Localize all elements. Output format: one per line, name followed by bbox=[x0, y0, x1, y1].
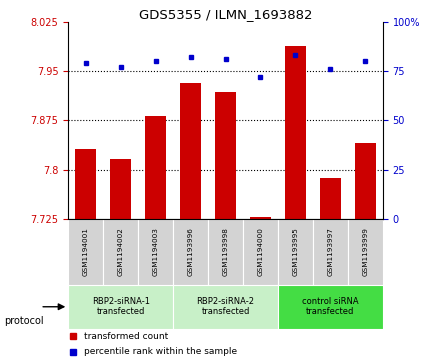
Bar bbox=[320, 178, 341, 219]
Bar bbox=[348, 219, 383, 285]
Text: RBP2-siRNA-2
transfected: RBP2-siRNA-2 transfected bbox=[197, 297, 254, 317]
Text: GSM1193997: GSM1193997 bbox=[327, 228, 334, 276]
Bar bbox=[68, 219, 103, 285]
Bar bbox=[355, 143, 376, 219]
Bar bbox=[215, 92, 236, 219]
Bar bbox=[180, 83, 201, 219]
Bar bbox=[173, 285, 278, 329]
Text: transformed count: transformed count bbox=[84, 332, 168, 341]
Text: GSM1193995: GSM1193995 bbox=[293, 228, 298, 276]
Text: protocol: protocol bbox=[4, 316, 44, 326]
Bar bbox=[110, 159, 131, 219]
Bar bbox=[278, 285, 383, 329]
Text: GSM1193996: GSM1193996 bbox=[187, 228, 194, 276]
Bar bbox=[138, 219, 173, 285]
Text: GSM1194000: GSM1194000 bbox=[257, 228, 264, 276]
Bar bbox=[68, 285, 173, 329]
Bar bbox=[75, 149, 96, 219]
Text: GSM1194002: GSM1194002 bbox=[117, 228, 124, 276]
Bar bbox=[250, 217, 271, 219]
Text: RBP2-siRNA-1
transfected: RBP2-siRNA-1 transfected bbox=[92, 297, 150, 317]
Text: GSM1193999: GSM1193999 bbox=[362, 228, 368, 276]
Bar bbox=[208, 219, 243, 285]
Bar bbox=[243, 219, 278, 285]
Text: control siRNA
transfected: control siRNA transfected bbox=[302, 297, 359, 317]
Bar bbox=[285, 46, 306, 219]
Bar bbox=[103, 219, 138, 285]
Text: GSM1193998: GSM1193998 bbox=[223, 228, 228, 276]
Text: GSM1194001: GSM1194001 bbox=[83, 228, 89, 276]
Text: percentile rank within the sample: percentile rank within the sample bbox=[84, 347, 237, 356]
Bar bbox=[173, 219, 208, 285]
Bar bbox=[278, 219, 313, 285]
Title: GDS5355 / ILMN_1693882: GDS5355 / ILMN_1693882 bbox=[139, 8, 312, 21]
Bar bbox=[145, 116, 166, 219]
Bar bbox=[313, 219, 348, 285]
Text: GSM1194003: GSM1194003 bbox=[153, 228, 158, 276]
